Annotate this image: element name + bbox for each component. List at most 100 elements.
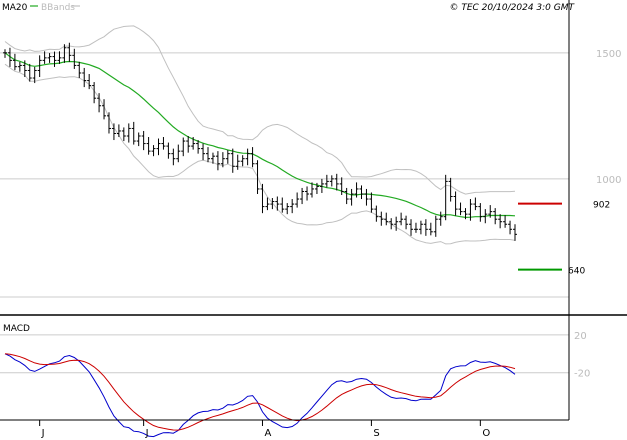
- price-bar: [7, 47, 12, 67]
- price-bar: [290, 199, 295, 214]
- macd-tick-label: -20: [574, 369, 590, 380]
- macd-signal-line: [4, 353, 516, 431]
- price-bars: [3, 42, 517, 241]
- price-bar: [329, 175, 334, 187]
- price-bar: [42, 51, 47, 64]
- price-bar: [121, 127, 126, 142]
- price-bar: [314, 182, 319, 194]
- price-bar: [106, 112, 111, 134]
- price-gridlines: [0, 52, 569, 298]
- price-bar: [235, 154, 240, 170]
- price-bar: [77, 61, 82, 79]
- price-bar: [503, 215, 508, 228]
- price-bar: [324, 174, 329, 188]
- price-bar: [344, 187, 349, 205]
- price-bar: [418, 220, 423, 235]
- price-bar: [176, 144, 181, 163]
- price-bar: [72, 48, 77, 69]
- price-bar: [285, 203, 290, 215]
- price-bar: [448, 177, 453, 202]
- price-bar: [62, 44, 67, 63]
- price-bar: [141, 130, 146, 151]
- price-bar: [186, 136, 191, 153]
- price-bar: [359, 185, 364, 200]
- price-bar: [52, 51, 57, 67]
- bbands-upper-line: [4, 25, 516, 195]
- price-bar: [349, 188, 354, 206]
- price-bar: [428, 222, 433, 236]
- price-bar: [394, 216, 399, 231]
- price-bar: [433, 215, 438, 237]
- price-bar: [17, 61, 22, 72]
- support-resistance-levels: 902 640: [518, 201, 610, 277]
- ma20-line: [4, 52, 516, 219]
- price-bar: [22, 60, 27, 78]
- price-bar: [483, 209, 488, 224]
- price-bar: [265, 197, 270, 211]
- price-axis-ticks: 1500 1000: [596, 49, 621, 186]
- legend-ma20-label: MA20: [2, 3, 28, 13]
- price-bar: [37, 55, 42, 78]
- price-bar: [384, 212, 389, 226]
- price-bar: [478, 203, 483, 222]
- price-bar: [82, 67, 87, 88]
- macd-panel: 20 -20 MACD: [0, 324, 590, 438]
- price-bar: [513, 224, 517, 241]
- price-bar: [166, 142, 171, 159]
- macd-tick-label: 20: [574, 331, 587, 342]
- price-bar: [379, 211, 384, 226]
- price-bar: [458, 202, 463, 216]
- price-bar: [250, 147, 255, 168]
- x-tick-label: S: [373, 428, 379, 439]
- price-bar: [225, 150, 230, 164]
- ma20-path: [4, 52, 516, 219]
- price-bar: [409, 219, 414, 236]
- price-bar: [146, 137, 151, 155]
- price-bar: [32, 66, 37, 84]
- price-bar: [131, 121, 136, 145]
- macd-title: MACD: [3, 324, 30, 334]
- price-bar: [47, 53, 52, 63]
- price-bar: [309, 182, 314, 198]
- price-bar: [369, 192, 374, 213]
- price-bar: [354, 182, 359, 198]
- price-tick-label: 1500: [596, 49, 621, 60]
- price-bar: [136, 132, 141, 147]
- macd-line: [4, 353, 516, 438]
- price-bar: [463, 208, 468, 220]
- price-bar: [156, 138, 161, 156]
- price-tick-label: 1000: [596, 175, 621, 186]
- macd-gridlines: [0, 334, 569, 374]
- price-bar: [215, 151, 220, 171]
- price-bar: [404, 215, 409, 230]
- price-bar: [27, 63, 32, 82]
- price-bar: [57, 51, 62, 64]
- price-bar: [319, 178, 324, 193]
- x-tick-label: J: [145, 428, 149, 439]
- legend-bbands-label: BBands: [41, 3, 75, 13]
- price-bar: [374, 205, 379, 222]
- price-bar: [443, 174, 448, 221]
- price-bar: [339, 177, 344, 195]
- price-bar: [413, 222, 418, 233]
- x-tick-label: O: [482, 428, 490, 439]
- resistance-label: 902: [593, 201, 610, 211]
- price-bar: [438, 211, 443, 226]
- price-bar: [116, 124, 121, 138]
- legend: MA20 BBands © TEC 20/10/2024 3:0 GMT: [2, 3, 575, 13]
- x-tick-label: J: [41, 428, 45, 439]
- price-bar: [220, 152, 225, 168]
- price-bar: [92, 82, 97, 104]
- price-bar: [473, 197, 478, 211]
- price-bar: [171, 148, 176, 166]
- price-bar: [305, 186, 310, 201]
- price-bar: [295, 192, 300, 208]
- price-bar: [300, 187, 305, 205]
- price-panel: 902 640 1500 1000: [0, 25, 621, 298]
- price-bar: [201, 143, 206, 161]
- price-bar: [255, 160, 260, 194]
- price-bar: [161, 137, 166, 150]
